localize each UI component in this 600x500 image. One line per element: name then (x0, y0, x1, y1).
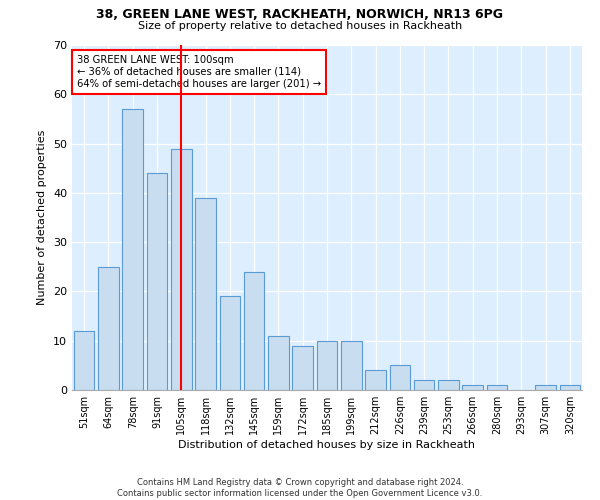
Bar (171, 148, 191, 390)
Bar (389, 366, 410, 390)
Bar (414, 380, 434, 390)
Bar (365, 370, 386, 390)
Bar (341, 340, 362, 390)
Text: Contains HM Land Registry data © Crown copyright and database right 2024.
Contai: Contains HM Land Registry data © Crown c… (118, 478, 482, 498)
Bar (220, 296, 240, 390)
Bar (560, 385, 580, 390)
Bar (244, 272, 265, 390)
Bar (535, 385, 556, 390)
Bar (74, 331, 94, 390)
Bar (463, 385, 483, 390)
Bar (146, 173, 167, 390)
Text: 38 GREEN LANE WEST: 100sqm
← 36% of detached houses are smaller (114)
64% of sem: 38 GREEN LANE WEST: 100sqm ← 36% of deta… (77, 56, 321, 88)
Y-axis label: Number of detached properties: Number of detached properties (37, 130, 47, 305)
Bar (268, 336, 289, 390)
Text: 38, GREEN LANE WEST, RACKHEATH, NORWICH, NR13 6PG: 38, GREEN LANE WEST, RACKHEATH, NORWICH,… (97, 8, 503, 20)
Bar (292, 346, 313, 390)
Bar (317, 340, 337, 390)
Bar (98, 267, 119, 390)
Bar (122, 109, 143, 390)
Bar (438, 380, 459, 390)
Bar (195, 198, 216, 390)
X-axis label: Distribution of detached houses by size in Rackheath: Distribution of detached houses by size … (179, 440, 476, 450)
Text: Size of property relative to detached houses in Rackheath: Size of property relative to detached ho… (138, 21, 462, 31)
Bar (487, 385, 508, 390)
